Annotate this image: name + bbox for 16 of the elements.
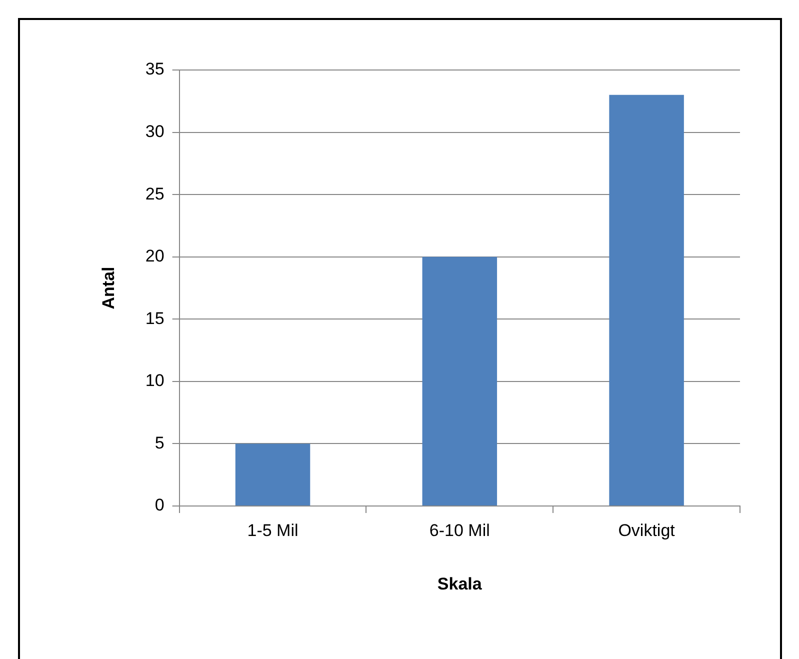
y-axis-title: Antal [98,266,118,310]
bar [235,444,310,506]
y-tick-label: 15 [145,308,164,328]
bar [422,256,498,506]
y-tick-label: 30 [145,122,164,141]
y-tick-label: 20 [145,246,164,266]
x-tick-label: Oviktigt [618,520,676,540]
y-tick-label: 5 [154,433,164,452]
x-tick-label: 1-5 Mil [247,520,298,540]
y-tick-label: 25 [145,184,164,204]
x-tick-label: 6-10 Mil [429,520,490,540]
x-axis-title: Skala [437,574,482,594]
y-tick-label: 0 [154,496,164,515]
y-tick-label: 35 [145,60,164,79]
bar [609,94,684,506]
y-tick-label: 10 [145,371,164,390]
